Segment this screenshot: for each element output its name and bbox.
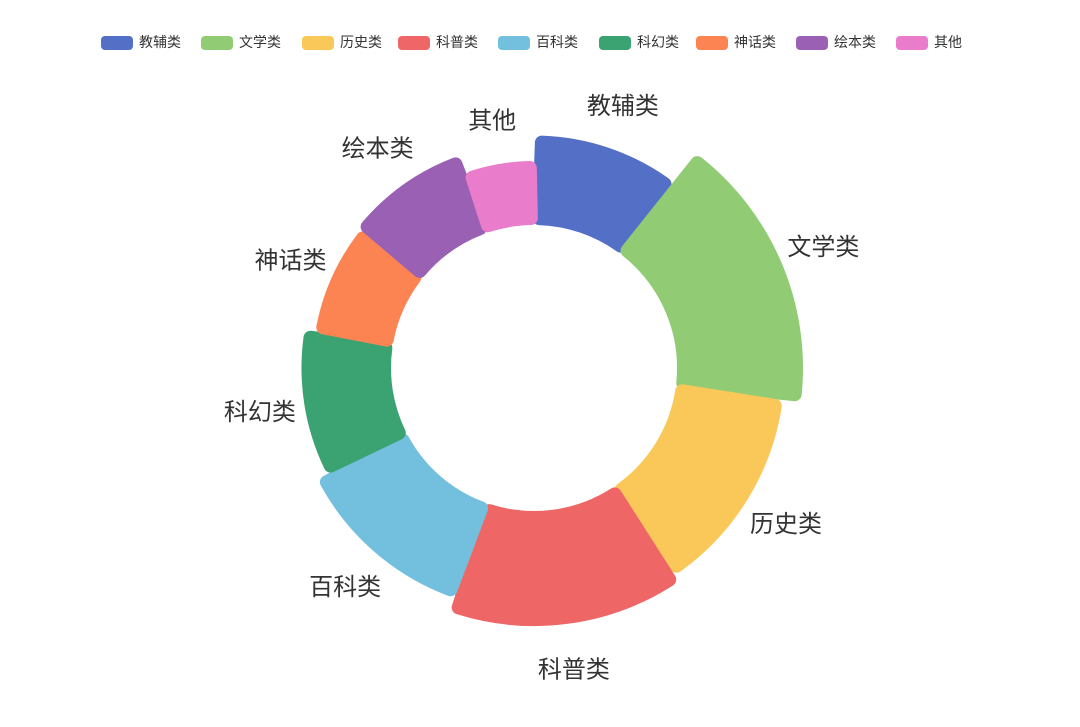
slice-1[interactable] xyxy=(620,156,803,402)
slice-2[interactable] xyxy=(614,384,782,573)
legend-label-6: 神话类 xyxy=(734,35,776,51)
legend-label-7: 绘本类 xyxy=(834,35,876,51)
slice-label-4: 百科类 xyxy=(309,573,381,601)
legend-label-5: 科幻类 xyxy=(637,35,679,51)
slice-label-0: 教辅类 xyxy=(587,92,659,120)
slice-4[interactable] xyxy=(319,433,489,597)
legend-label-8: 其他 xyxy=(934,35,962,51)
legend-swatch-4 xyxy=(498,36,530,50)
slice-label-3: 科普类 xyxy=(538,655,610,683)
legend-swatch-1 xyxy=(201,36,233,50)
slice-7[interactable] xyxy=(360,157,488,278)
slice-label-5: 科幻类 xyxy=(224,398,296,426)
legend-swatch-6 xyxy=(696,36,728,50)
slice-label-2: 历史类 xyxy=(750,510,822,538)
legend-label-3: 科普类 xyxy=(436,35,478,51)
slice-label-8: 其他 xyxy=(468,107,516,135)
slice-8[interactable] xyxy=(465,161,538,233)
slice-label-6: 神话类 xyxy=(255,247,327,275)
legend-swatch-5 xyxy=(599,36,631,50)
legend-swatch-2 xyxy=(302,36,334,50)
slice-5[interactable] xyxy=(301,330,406,473)
slice-label-7: 绘本类 xyxy=(342,135,414,163)
slice-label-1: 文学类 xyxy=(787,233,859,261)
legend-swatch-8 xyxy=(896,36,928,50)
legend: 教辅类 文学类 历史类 科普类 百科类 科幻类 神话类 绘本类 xyxy=(0,31,1080,55)
legend-label-2: 历史类 xyxy=(340,35,382,51)
slice-3[interactable] xyxy=(451,487,677,627)
slice-0[interactable] xyxy=(532,135,672,253)
legend-swatch-0 xyxy=(101,36,133,50)
legend-label-1: 文学类 xyxy=(239,35,281,51)
legend-label-0: 教辅类 xyxy=(139,35,181,51)
legend-swatch-7 xyxy=(796,36,828,50)
legend-swatch-3 xyxy=(398,36,430,50)
legend-label-4: 百科类 xyxy=(536,35,578,51)
slice-6[interactable] xyxy=(316,231,422,347)
